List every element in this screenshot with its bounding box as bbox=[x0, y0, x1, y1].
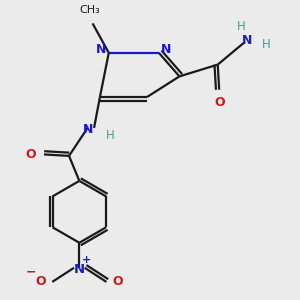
Text: H: H bbox=[237, 20, 246, 33]
Text: N: N bbox=[161, 44, 171, 56]
Text: CH₃: CH₃ bbox=[79, 5, 100, 15]
Text: N: N bbox=[74, 263, 85, 276]
Text: N: N bbox=[242, 34, 252, 47]
Text: O: O bbox=[26, 148, 36, 161]
Text: N: N bbox=[83, 123, 93, 136]
Text: H: H bbox=[262, 38, 271, 51]
Text: N: N bbox=[96, 44, 106, 56]
Text: O: O bbox=[214, 96, 224, 110]
Text: O: O bbox=[36, 275, 46, 288]
Text: +: + bbox=[82, 255, 91, 266]
Text: −: − bbox=[26, 266, 36, 279]
Text: O: O bbox=[112, 275, 123, 288]
Text: H: H bbox=[106, 129, 115, 142]
